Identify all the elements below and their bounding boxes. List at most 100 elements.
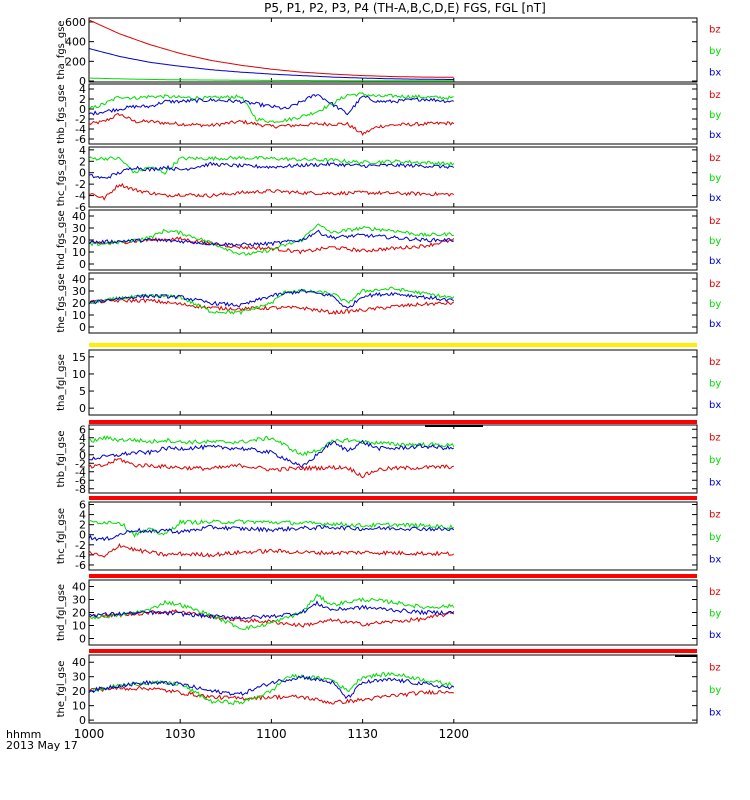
series-by bbox=[89, 519, 454, 538]
series-by bbox=[89, 223, 454, 256]
panel-ylabel: the_fgs_gse bbox=[56, 273, 67, 332]
series-by bbox=[89, 671, 454, 705]
y-tick-label: -6 bbox=[75, 559, 86, 572]
y-tick-label: 0 bbox=[79, 633, 86, 646]
legend-bz: bz bbox=[709, 90, 721, 101]
panel-ylabel: the_fgl_gse bbox=[56, 661, 67, 718]
panel-frame bbox=[88, 209, 698, 271]
y-tick-label: 15 bbox=[72, 351, 86, 364]
y-tick-label: 30 bbox=[72, 285, 86, 298]
data-availability-bar bbox=[89, 574, 697, 578]
x-tick-label: 1000 bbox=[74, 727, 105, 741]
legend-bz: bz bbox=[709, 25, 721, 36]
panel-frame bbox=[88, 83, 698, 145]
series-by bbox=[89, 435, 455, 457]
y-tick-label: -8 bbox=[75, 483, 86, 496]
y-tick-label: -2 bbox=[75, 113, 86, 126]
y-tick-label: 10 bbox=[72, 368, 86, 381]
series-by bbox=[89, 286, 455, 316]
y-tick-label: 2 bbox=[79, 155, 86, 168]
y-tick-label: -4 bbox=[75, 549, 86, 562]
data-availability-bar bbox=[89, 420, 697, 424]
y-tick-label: 6 bbox=[79, 499, 86, 512]
y-tick-label: 0 bbox=[79, 402, 86, 415]
data-availability-bar bbox=[89, 343, 697, 347]
legend-by: by bbox=[709, 685, 721, 696]
y-tick-label: -6 bbox=[75, 201, 86, 214]
panel-frame bbox=[88, 424, 698, 494]
y-tick-label: 4 bbox=[79, 509, 86, 522]
y-tick-label: 0 bbox=[79, 167, 86, 180]
y-tick-label: -4 bbox=[75, 123, 86, 136]
panel-ylabel: thb_fgs_gse bbox=[56, 84, 67, 143]
data-availability-bar bbox=[89, 496, 697, 500]
y-tick-label: 10 bbox=[72, 246, 86, 259]
y-tick-label: 0 bbox=[79, 258, 86, 271]
series-bx bbox=[89, 94, 454, 116]
y-tick-label: 30 bbox=[72, 222, 86, 235]
legend-bz: bz bbox=[709, 279, 721, 290]
series-by bbox=[89, 77, 454, 82]
legend-by: by bbox=[709, 609, 721, 620]
y-tick-label: 30 bbox=[72, 594, 86, 607]
panel-frame bbox=[88, 349, 698, 416]
legend-bx: bx bbox=[709, 708, 721, 719]
series-bz bbox=[89, 543, 455, 558]
panel-frame bbox=[88, 654, 698, 724]
y-tick-label: 5 bbox=[79, 385, 86, 398]
panel-ylabel: thc_fgl_gse bbox=[56, 508, 67, 564]
y-tick-label: 20 bbox=[72, 297, 86, 310]
legend-by: by bbox=[709, 46, 721, 57]
y-tick-label: -2 bbox=[75, 539, 86, 552]
legend-bz: bz bbox=[709, 357, 721, 368]
legend-bz: bz bbox=[709, 662, 721, 673]
legend-bx: bx bbox=[709, 130, 721, 141]
legend-bx: bx bbox=[709, 67, 721, 78]
series-bx bbox=[89, 674, 455, 700]
y-tick-label: 4 bbox=[79, 432, 86, 445]
legend-by: by bbox=[709, 532, 721, 543]
y-tick-label: 0 bbox=[79, 529, 86, 542]
series-bx bbox=[89, 288, 455, 309]
panel-ylabel: tha_fgs_gse bbox=[56, 20, 67, 79]
y-tick-label: 2 bbox=[79, 440, 86, 453]
panel-ylabel: thd_fgs_gse bbox=[56, 210, 67, 269]
y-tick-label: -6 bbox=[75, 474, 86, 487]
y-tick-label: 20 bbox=[72, 607, 86, 620]
y-tick-label: -2 bbox=[75, 178, 86, 191]
y-tick-label: 600 bbox=[65, 16, 86, 29]
y-tick-label: 4 bbox=[79, 144, 86, 157]
series-by bbox=[89, 92, 454, 124]
y-tick-label: 10 bbox=[72, 700, 86, 713]
y-tick-label: 40 bbox=[72, 210, 86, 223]
y-tick-label: 20 bbox=[72, 234, 86, 247]
panel-frame bbox=[88, 146, 698, 208]
series-bz bbox=[89, 182, 455, 201]
y-tick-label: 10 bbox=[72, 309, 86, 322]
panel-ylabel: thd_fgl_gse bbox=[56, 584, 67, 641]
y-tick-label: 30 bbox=[72, 671, 86, 684]
y-tick-label: 0 bbox=[79, 75, 86, 88]
y-tick-label: 400 bbox=[65, 36, 86, 49]
legend-by: by bbox=[709, 110, 721, 121]
panel-tha_fgl_gse: 0 5 10 15 tha_fgl_gse bz by bx bbox=[56, 349, 721, 416]
y-tick-label: 20 bbox=[72, 685, 86, 698]
legend-bx: bx bbox=[709, 555, 721, 566]
legend-bx: bx bbox=[709, 478, 721, 489]
x-axis: 1000 1030 1100 1130 1200 bbox=[74, 727, 469, 741]
legend-bz: bz bbox=[709, 153, 721, 164]
panel-frame bbox=[88, 17, 698, 83]
series-bx bbox=[89, 600, 455, 620]
legend-bx: bx bbox=[709, 193, 721, 204]
chart-title: P5, P1, P2, P3, P4 (TH-A,B,C,D,E) FGS, F… bbox=[264, 1, 546, 15]
legend-bz: bz bbox=[709, 587, 721, 598]
y-tick-label: 40 bbox=[72, 656, 86, 669]
x-tick-label: 1200 bbox=[439, 727, 470, 741]
series-bx bbox=[89, 439, 455, 469]
panel-ylabel: thb_fgl_gse bbox=[56, 431, 67, 488]
